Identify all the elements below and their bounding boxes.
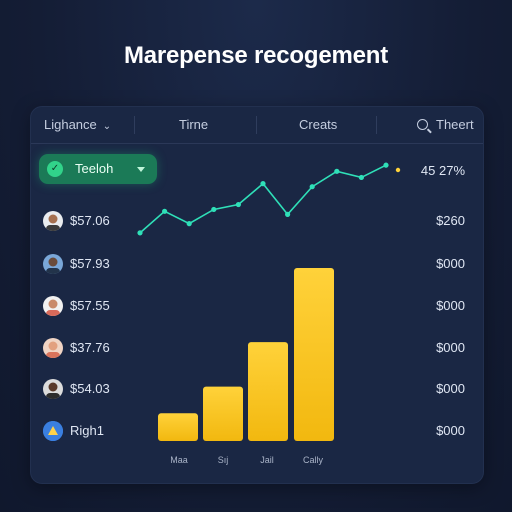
x-tick-label: Sıj xyxy=(218,455,229,465)
line-series xyxy=(137,162,389,236)
row-label: $57.93 xyxy=(70,256,110,271)
x-tick-label: Cally xyxy=(303,455,324,465)
person-avatar xyxy=(43,296,63,316)
line-point xyxy=(211,206,217,213)
line-path xyxy=(139,164,387,234)
right-value: $000 xyxy=(436,256,465,271)
check-icon: ✓ xyxy=(47,161,63,177)
tab-tirne[interactable]: Tirne xyxy=(179,107,208,143)
x-tick-label: Maa xyxy=(170,455,188,465)
page-title: Marepense recogement xyxy=(123,42,389,69)
row-label: $54.03 xyxy=(70,381,110,396)
right-value: $000 xyxy=(436,423,465,438)
line-point xyxy=(383,162,389,168)
right-value: $000 xyxy=(436,381,465,396)
line-point xyxy=(285,211,291,217)
bar xyxy=(158,413,198,441)
line-point xyxy=(162,208,168,214)
line-point xyxy=(309,184,315,190)
app-icon xyxy=(43,421,63,441)
tab-theert[interactable]: Theert xyxy=(417,107,474,143)
search-icon xyxy=(417,119,428,130)
tab-label: Lighance xyxy=(44,117,97,132)
line-point xyxy=(235,201,241,208)
tab-creats[interactable]: Creats xyxy=(299,107,337,143)
line-point xyxy=(358,174,364,181)
tab-label: Creats xyxy=(299,117,338,132)
tab-lighance[interactable]: Lighance ⌄ xyxy=(44,107,111,143)
tab-divider xyxy=(376,116,377,134)
tab-bar-divider xyxy=(31,143,483,144)
bar xyxy=(294,267,334,441)
right-value: $260 xyxy=(436,213,465,228)
tab-label: Theert xyxy=(436,117,474,132)
person-avatar xyxy=(43,338,63,358)
bar xyxy=(248,342,288,441)
line-point xyxy=(137,230,143,236)
line-point xyxy=(186,221,192,227)
tab-bar: Lighance ⌄ Tirne Creats Theert xyxy=(31,107,483,143)
row-label: $57.06 xyxy=(70,213,110,228)
chevron-down-icon: ⌄ xyxy=(102,121,112,132)
right-value: $000 xyxy=(436,298,465,313)
right-value: 45 27% xyxy=(420,163,465,178)
person-avatar xyxy=(43,379,63,399)
row-label: $57.55 xyxy=(70,298,110,313)
tab-divider xyxy=(256,116,257,134)
right-value: $000 xyxy=(436,340,465,355)
row-label: Righ1 xyxy=(70,423,104,438)
row-label: $37.76 xyxy=(70,340,110,355)
dropdown-label: Teeloh xyxy=(75,161,114,176)
chart-area: Maa Sıj Jail Cally xyxy=(137,162,401,465)
x-tick-label: Jail xyxy=(260,455,274,465)
person-avatar xyxy=(43,254,63,274)
teeloh-dropdown[interactable]: ✓ Teeloh xyxy=(39,154,157,184)
dashboard-panel: Lighance ⌄ Tirne Creats Theert ✓ Teeloh $… xyxy=(30,106,484,484)
line-point xyxy=(260,181,266,187)
highlight-dot xyxy=(395,167,401,173)
tab-divider xyxy=(134,116,135,134)
tab-label: Tirne xyxy=(179,117,209,132)
person-avatar xyxy=(43,211,63,231)
caret-down-icon xyxy=(137,167,145,172)
line-point xyxy=(334,168,340,174)
bar xyxy=(203,386,243,441)
bar-series: Maa Sıj Jail Cally xyxy=(158,267,334,465)
